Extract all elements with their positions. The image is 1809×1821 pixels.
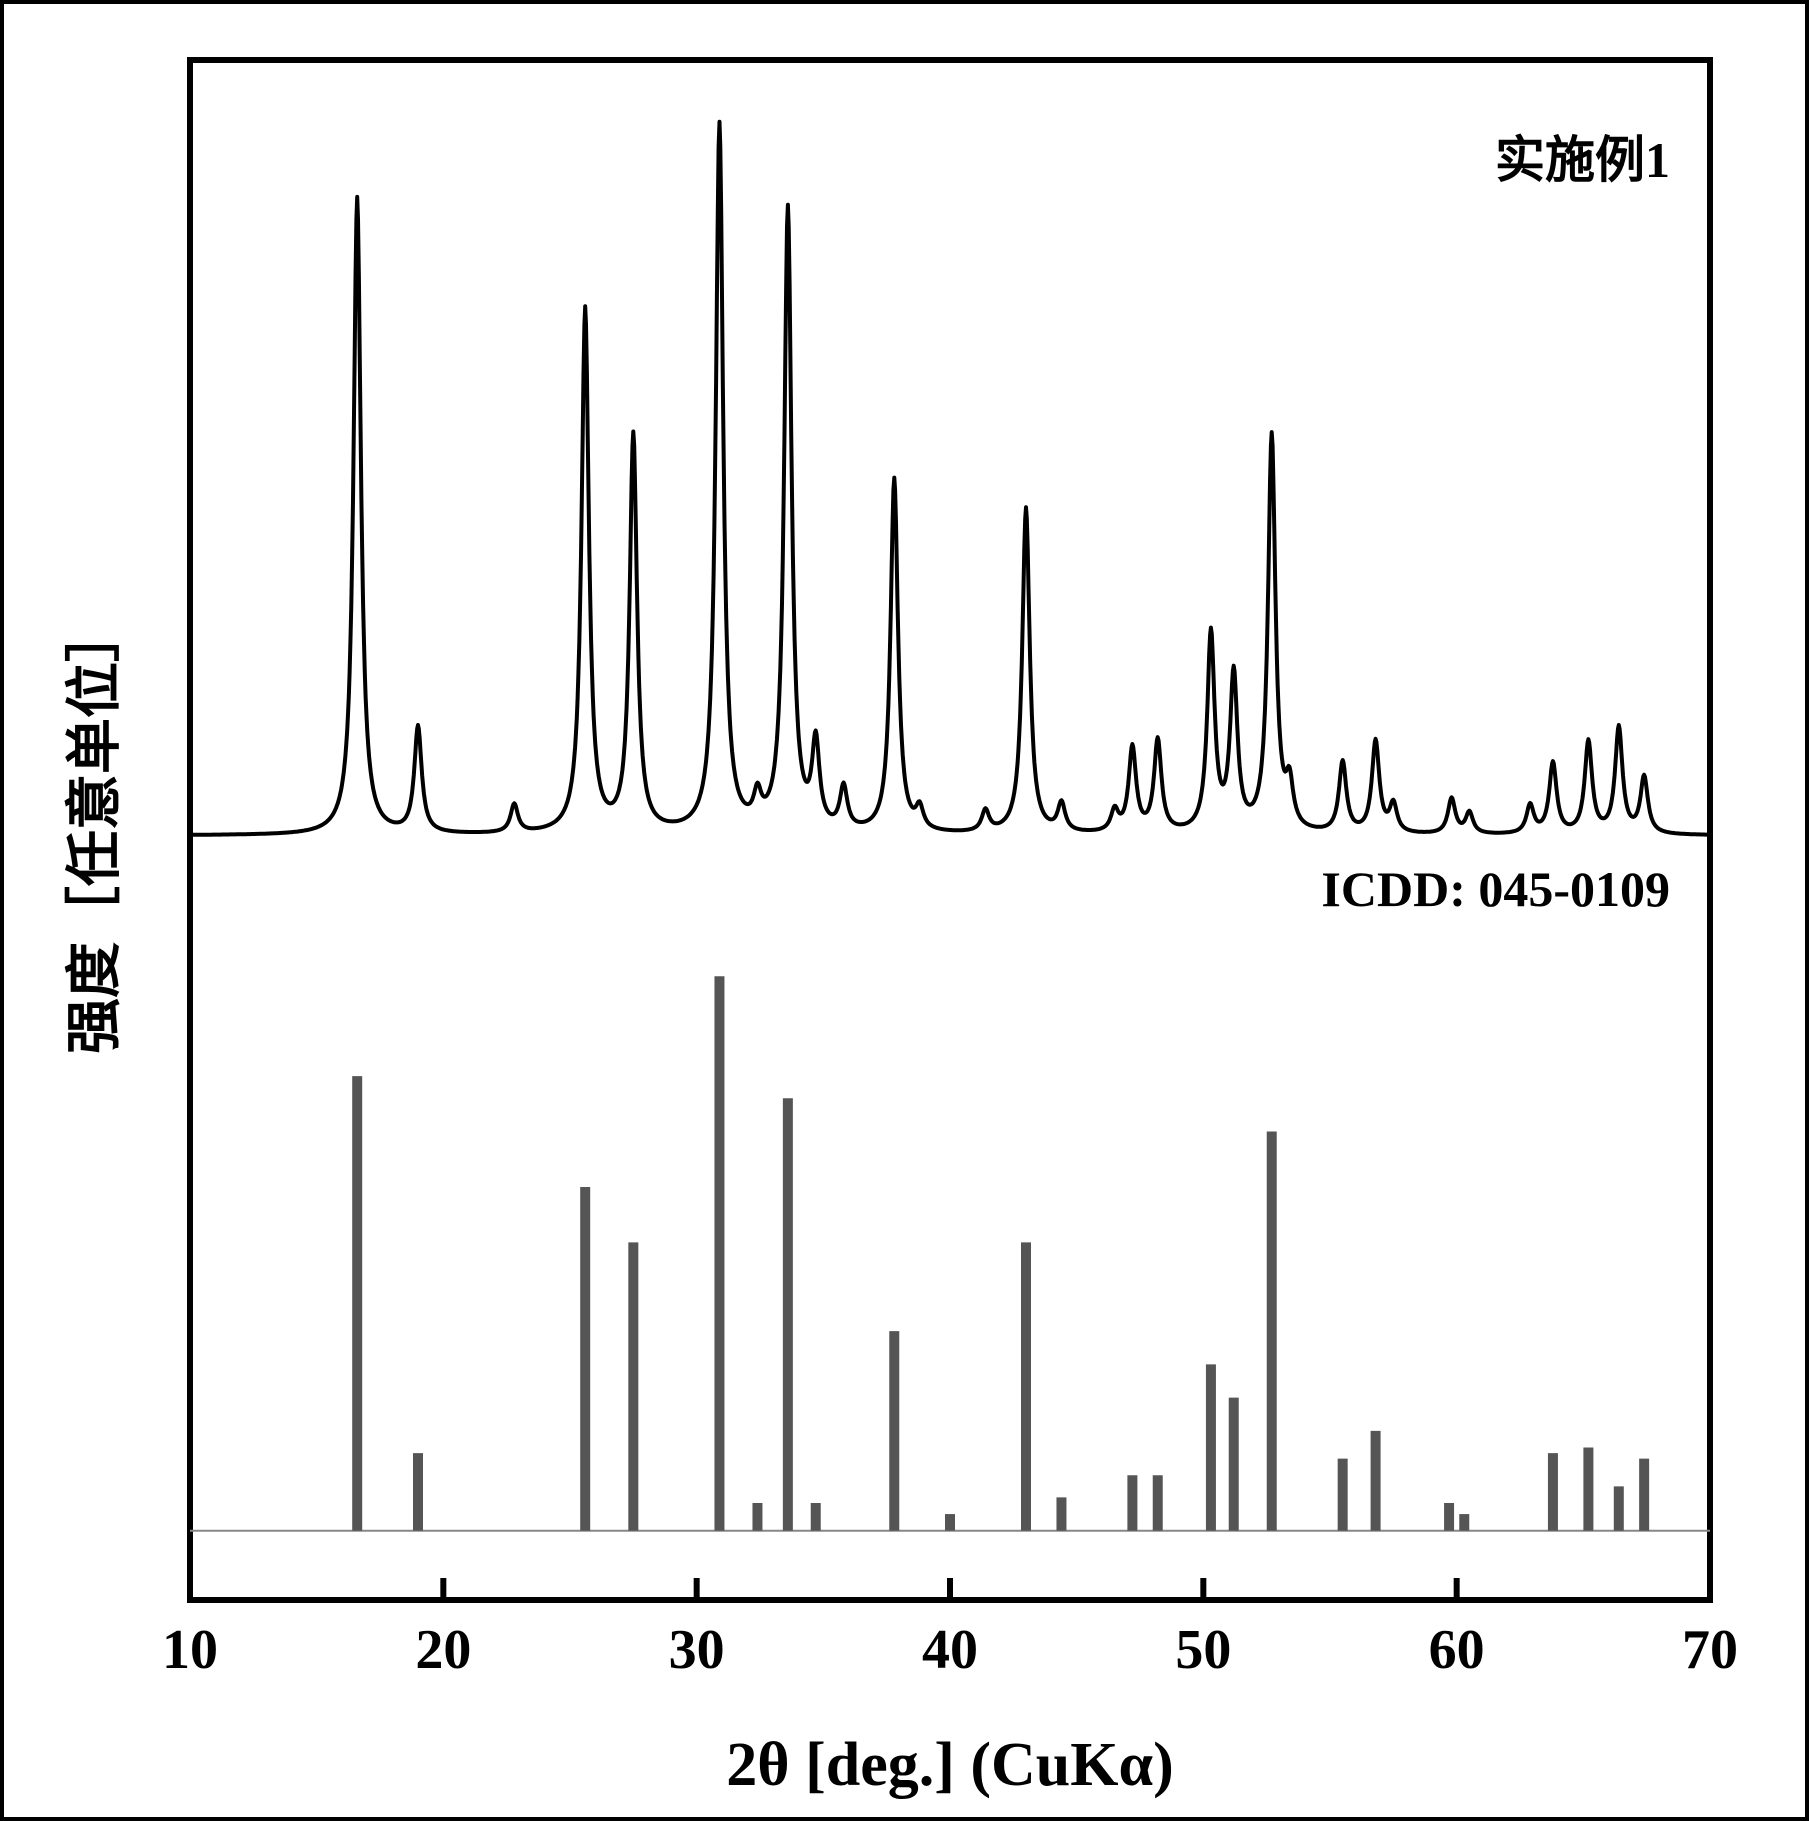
y-axis-title: 强度［任意单位］: [50, 606, 131, 1054]
x-tick-label: 70: [1682, 1618, 1738, 1682]
x-tick-label: 10: [162, 1618, 218, 1682]
x-axis-title: 2θ [deg.] (CuKα): [726, 1730, 1174, 1801]
x-tick-label: 30: [669, 1618, 725, 1682]
plot-svg: [190, 60, 1710, 1600]
panel-label-example1: 实施例1: [1495, 120, 1670, 192]
x-tick-label: 50: [1175, 1618, 1231, 1682]
x-tick-label: 40: [922, 1618, 978, 1682]
x-tick-label: 20: [415, 1618, 471, 1682]
figure: 强度［任意单位］ 2θ [deg.] (CuKα) 实施例1 ICDD: 045…: [0, 0, 1809, 1821]
x-tick-label: 60: [1429, 1618, 1485, 1682]
plot-area: [190, 60, 1710, 1600]
panel-label-icdd: ICDD: 045-0109: [1321, 860, 1670, 918]
